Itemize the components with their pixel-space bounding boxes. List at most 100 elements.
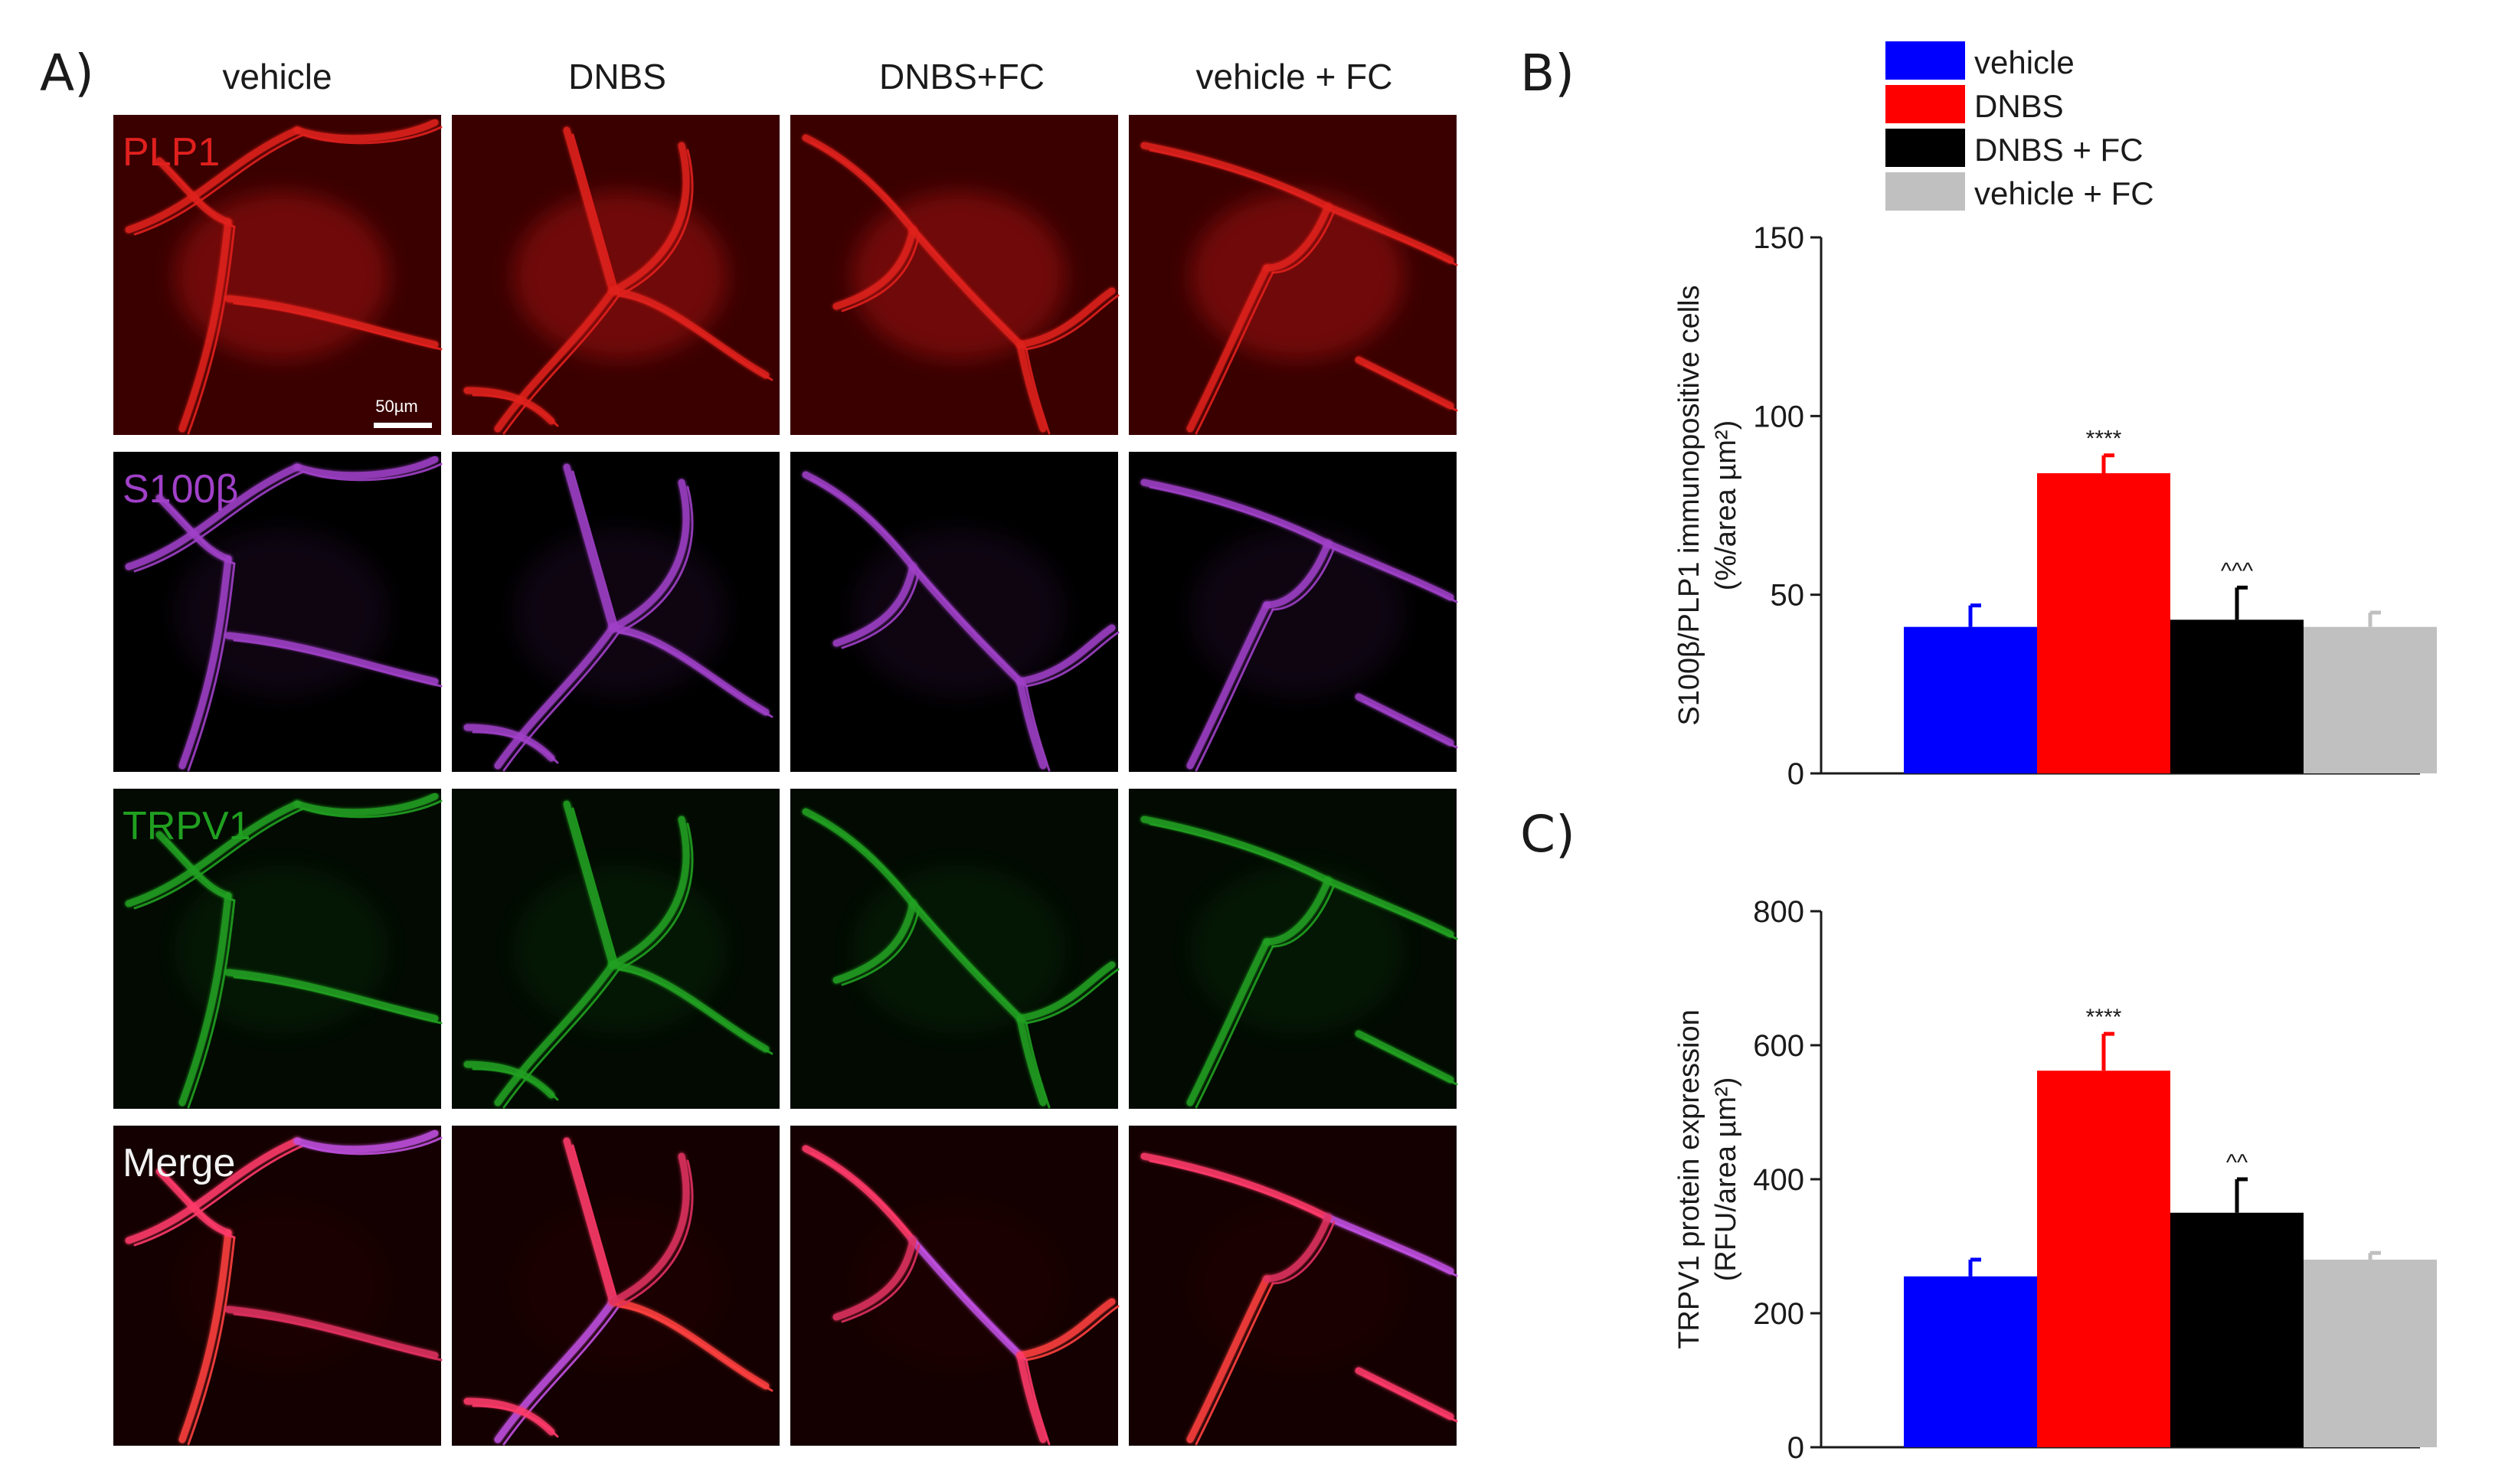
cell-process-fine bbox=[571, 470, 620, 634]
cell-process bbox=[609, 142, 690, 295]
haze-blob bbox=[852, 191, 1066, 360]
cell-process-fine bbox=[1333, 1221, 1458, 1277]
cell-process bbox=[494, 287, 616, 433]
haze-blob bbox=[175, 528, 389, 697]
column-label-vehicle: vehicle bbox=[222, 57, 332, 96]
cell-process bbox=[832, 563, 917, 647]
cell-process-fine bbox=[472, 731, 559, 764]
panel-c-letter: C) bbox=[1520, 805, 1575, 864]
cell-process-fine bbox=[1025, 1305, 1120, 1361]
cell-process bbox=[1355, 1030, 1454, 1084]
cell-process bbox=[563, 1137, 616, 1306]
cell-process-fine bbox=[1195, 608, 1274, 772]
haze-blob bbox=[175, 865, 389, 1034]
cell-process-fine bbox=[617, 1159, 694, 1308]
panel-b-letter: B) bbox=[1520, 44, 1575, 103]
micrograph-haze bbox=[1190, 865, 1405, 1034]
bar-dnbs bbox=[2037, 1071, 2170, 1447]
cell-process-fine bbox=[617, 822, 694, 971]
cell-process bbox=[1186, 601, 1270, 770]
y-tick-label: 400 bbox=[1753, 1163, 1804, 1197]
cell-process bbox=[1016, 341, 1047, 433]
cell-process-fine bbox=[164, 1175, 236, 1239]
cell-process-fine bbox=[1149, 485, 1336, 550]
cell-process-fine bbox=[1271, 210, 1336, 274]
cell-process bbox=[1140, 816, 1332, 884]
cell-process bbox=[1016, 287, 1116, 348]
cell-process-fine bbox=[810, 478, 921, 573]
micrograph-tile bbox=[790, 1126, 1120, 1446]
cell-process-fine bbox=[133, 1144, 305, 1247]
cell-process bbox=[1016, 961, 1116, 1022]
row-label-plp1: PLP1 bbox=[123, 130, 220, 175]
bar-dnbs bbox=[2037, 473, 2170, 773]
micrograph-tile bbox=[1129, 1126, 1458, 1446]
haze-blob bbox=[513, 1202, 728, 1371]
cell-process-fine bbox=[1025, 1021, 1051, 1109]
y-tick-label: 0 bbox=[1787, 757, 1804, 791]
cell-process bbox=[1263, 1214, 1332, 1283]
cell-process bbox=[609, 479, 690, 632]
bar-dnbs-fc bbox=[2170, 619, 2304, 773]
cell-process-fine bbox=[617, 631, 773, 718]
cell-process bbox=[178, 555, 232, 770]
legend-label-vehicle-fc: vehicle + FC bbox=[1974, 175, 2154, 211]
bar-vehicle bbox=[1904, 1276, 2037, 1447]
cell-process-fine bbox=[841, 1244, 921, 1323]
cell-process bbox=[1324, 540, 1454, 601]
chart-b: 0 50 100 150 S100β/PLP1 immunopositive cells… bbox=[1673, 221, 2437, 791]
y-tick-label: 600 bbox=[1753, 1029, 1804, 1063]
panel-a-letter: A) bbox=[40, 44, 94, 103]
haze-blob bbox=[1190, 191, 1405, 360]
micrograph-tile bbox=[452, 1126, 780, 1446]
cell-process-fine bbox=[617, 1305, 773, 1392]
cell-process-fine bbox=[841, 570, 921, 649]
cell-process bbox=[832, 1237, 917, 1321]
cell-process bbox=[1263, 540, 1332, 609]
cell-process-fine bbox=[1025, 348, 1051, 435]
cell-process-fine bbox=[841, 233, 921, 312]
micrograph-tile bbox=[452, 115, 780, 435]
cell-process-fine bbox=[1195, 271, 1274, 435]
cell-process bbox=[1016, 1298, 1116, 1359]
cell-process-fine bbox=[917, 233, 1028, 351]
cell-process bbox=[224, 632, 439, 685]
cell-process-fine bbox=[302, 126, 443, 145]
cell-process-fine bbox=[302, 1136, 443, 1155]
cell-process bbox=[832, 900, 917, 984]
cell-process-fine bbox=[571, 807, 620, 971]
legend: vehicle DNBS DNBS + FC vehicle + FC bbox=[1885, 41, 2154, 211]
scale-bar-label: 50µm bbox=[375, 397, 417, 416]
cell-process bbox=[125, 1137, 301, 1244]
cell-process-fine bbox=[302, 463, 443, 482]
cell-process-fine bbox=[1149, 822, 1336, 887]
cell-process-fine bbox=[1025, 968, 1120, 1025]
cell-process-fine bbox=[233, 976, 443, 1025]
micrograph-tile: TRPV1 bbox=[113, 789, 443, 1109]
micrograph-tile bbox=[1129, 452, 1458, 772]
cell-process bbox=[1140, 479, 1332, 548]
haze-blob bbox=[175, 191, 389, 360]
legend-swatch-vehicle-fc bbox=[1885, 172, 1965, 211]
micrograph-haze bbox=[513, 528, 728, 697]
micrograph-tile bbox=[790, 115, 1120, 435]
cell-process bbox=[609, 1152, 690, 1306]
cell-process bbox=[1140, 142, 1332, 211]
cell-process bbox=[563, 126, 616, 295]
cell-process bbox=[1186, 264, 1270, 433]
micrograph-tile bbox=[790, 452, 1120, 772]
cell-process-fine bbox=[1363, 1037, 1458, 1086]
column-label-dnbs-fc: DNBS+FC bbox=[879, 57, 1045, 96]
haze-blob bbox=[1190, 865, 1405, 1034]
panel-a: A) vehicle DNBS DNBS+FC vehicle + FC PLP… bbox=[40, 44, 1458, 1446]
cell-process-fine bbox=[1195, 945, 1274, 1109]
cell-process bbox=[1140, 1152, 1332, 1221]
cell-process-fine bbox=[1149, 1159, 1336, 1224]
cell-process-fine bbox=[810, 1152, 921, 1247]
cell-process-fine bbox=[302, 799, 443, 819]
cell-process bbox=[178, 892, 232, 1106]
cell-process bbox=[1355, 1367, 1454, 1420]
row-label-s100: S100β bbox=[123, 467, 238, 512]
cell-process bbox=[178, 218, 232, 433]
